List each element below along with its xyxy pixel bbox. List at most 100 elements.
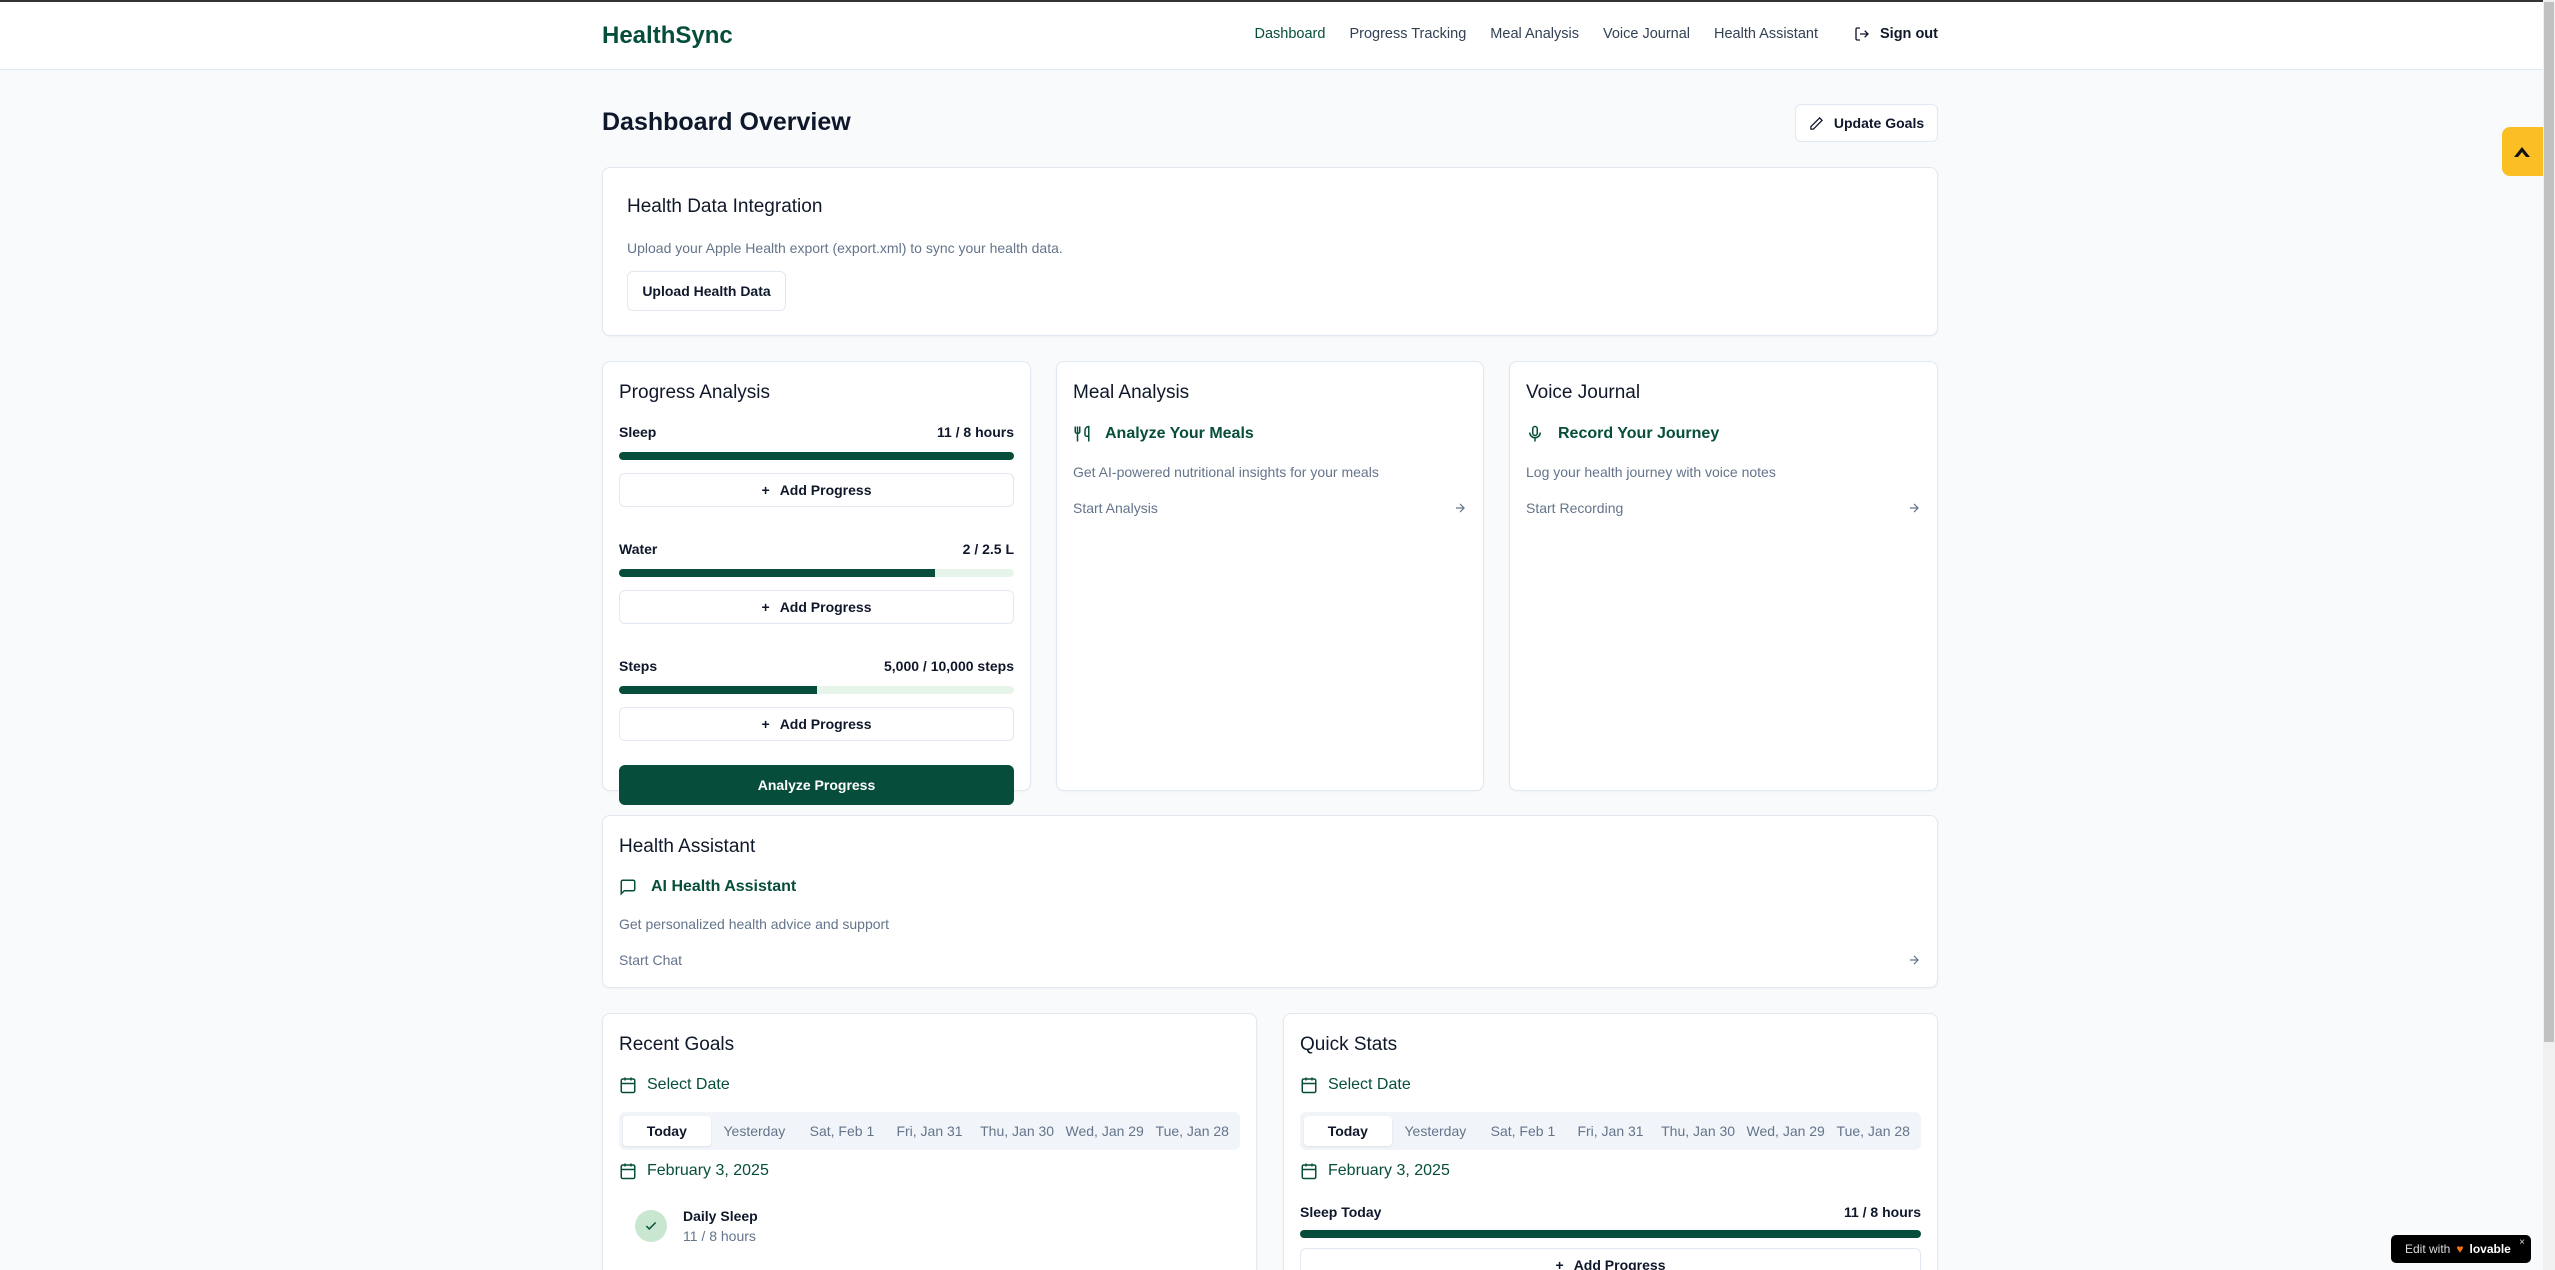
- main-nav: Dashboard Progress Tracking Meal Analysi…: [1255, 26, 1939, 42]
- progress-label: Sleep: [619, 424, 657, 440]
- start-recording-link[interactable]: Start Recording: [1526, 500, 1921, 516]
- date-tab[interactable]: Wed, Jan 29: [1746, 1123, 1825, 1139]
- utensils-icon: [1073, 424, 1091, 444]
- voice-journal-card: Voice Journal Record Your Journey Log yo…: [1509, 361, 1938, 791]
- health-data-integration-card: Health Data Integration Upload your Appl…: [602, 167, 1938, 336]
- window-top-border: [0, 0, 2555, 2]
- date-tabs: Today Yesterday Sat, Feb 1 Fri, Jan 31 Thu, …: [619, 1112, 1240, 1150]
- add-progress-button[interactable]: + Add Progress: [619, 707, 1014, 741]
- page-title: Dashboard Overview: [602, 108, 851, 136]
- calendar-icon: [1300, 1162, 1318, 1180]
- calendar-icon: [619, 1076, 637, 1094]
- date-tabs: Today Yesterday Sat, Feb 1 Fri, Jan 31 Thu, …: [1300, 1112, 1921, 1150]
- current-date: February 3, 2025: [1328, 1162, 1450, 1179]
- check-icon: [635, 1210, 667, 1242]
- feature-title: Analyze Your Meals: [1105, 425, 1254, 442]
- start-analysis-link[interactable]: Start Analysis: [1073, 500, 1467, 516]
- date-tab[interactable]: Yesterday: [1404, 1123, 1467, 1139]
- date-tab[interactable]: Tue, Jan 28: [1836, 1123, 1910, 1139]
- arrow-right-icon: [1907, 501, 1921, 515]
- scrollbar[interactable]: [2543, 0, 2555, 1270]
- card-description: Upload your Apple Health export (export.…: [627, 240, 1063, 256]
- progress-value: 5,000 / 10,000 steps: [884, 658, 1014, 674]
- card-title: Health Assistant: [619, 836, 756, 857]
- microphone-icon: [1526, 424, 1544, 444]
- progress-bar: [619, 452, 1014, 460]
- update-goals-button[interactable]: Update Goals: [1795, 104, 1938, 142]
- edit-with-lovable-badge[interactable]: Edit with ♥ lovable ×: [2391, 1235, 2531, 1263]
- progress-label: Water: [619, 541, 658, 557]
- goal-value: 11 / 8 hours: [683, 1228, 756, 1244]
- nav-meal-analysis[interactable]: Meal Analysis: [1490, 26, 1579, 42]
- date-tab[interactable]: Thu, Jan 30: [980, 1123, 1055, 1139]
- nav-progress-tracking[interactable]: Progress Tracking: [1349, 26, 1467, 42]
- add-progress-button[interactable]: + Add Progress: [619, 473, 1014, 507]
- close-icon[interactable]: ×: [2519, 1237, 2525, 1248]
- feature-description: Get personalized health advice and suppo…: [619, 916, 890, 932]
- sleep-progress-bar: [1300, 1230, 1921, 1238]
- nav-dashboard[interactable]: Dashboard: [1254, 26, 1326, 42]
- goal-name: Daily Sleep: [683, 1208, 758, 1224]
- upload-health-data-button[interactable]: Upload Health Data: [627, 271, 786, 311]
- date-tab[interactable]: Wed, Jan 29: [1065, 1123, 1144, 1139]
- analyze-progress-button[interactable]: Analyze Progress: [619, 765, 1014, 805]
- plus-icon: +: [761, 716, 770, 732]
- progress-bar: [619, 686, 1014, 694]
- progress-item-sleep: Sleep 11 / 8 hours + Add Progress: [619, 424, 1014, 507]
- date-tab[interactable]: Today: [1304, 1116, 1392, 1146]
- quick-stats-card: Quick Stats Select Date Today Yesterday Sa…: [1283, 1013, 1938, 1270]
- sign-out-button[interactable]: Sign out: [1854, 26, 1938, 42]
- add-progress-label: Add Progress: [779, 599, 872, 615]
- date-tab[interactable]: Thu, Jan 30: [1661, 1123, 1736, 1139]
- progress-label: Steps: [619, 658, 658, 674]
- plus-icon: +: [761, 482, 770, 498]
- nav-voice-journal[interactable]: Voice Journal: [1602, 26, 1691, 42]
- date-tab[interactable]: Sat, Feb 1: [809, 1123, 875, 1139]
- plus-icon: +: [1555, 1257, 1564, 1270]
- date-tab[interactable]: Fri, Jan 31: [1577, 1123, 1644, 1139]
- feature-title: Record Your Journey: [1558, 425, 1720, 442]
- badge-brand: lovable: [2469, 1242, 2511, 1256]
- progress-bar: [619, 569, 1014, 577]
- arrow-right-icon: [1453, 501, 1467, 515]
- link-label: Start Analysis: [1073, 500, 1158, 516]
- card-title: Health Data Integration: [627, 196, 823, 217]
- date-tab[interactable]: Fri, Jan 31: [896, 1123, 963, 1139]
- select-date-label: Select Date: [1328, 1076, 1411, 1093]
- floating-widget-button[interactable]: [2502, 127, 2543, 176]
- add-progress-button[interactable]: + Add Progress: [619, 590, 1014, 624]
- logout-icon: [1854, 26, 1870, 42]
- progress-item-water: Water 2 / 2.5 L + Add Progress: [619, 541, 1014, 624]
- select-date-label: Select Date: [647, 1076, 730, 1093]
- date-tab[interactable]: Tue, Jan 28: [1155, 1123, 1229, 1139]
- health-assistant-card: Health Assistant AI Health Assistant Get…: [602, 815, 1938, 988]
- calendar-icon: [1300, 1076, 1318, 1094]
- progress-value: 11 / 8 hours: [936, 424, 1014, 440]
- card-title: Meal Analysis: [1073, 382, 1190, 403]
- link-label: Start Chat: [619, 952, 683, 968]
- logo[interactable]: HealthSync: [602, 22, 733, 49]
- add-progress-label: Add Progress: [779, 716, 872, 732]
- meal-analysis-card: Meal Analysis Analyze Your Meals Get AI-…: [1056, 361, 1484, 791]
- feature-description: Get AI-powered nutritional insights for …: [1073, 464, 1379, 480]
- sign-out-label: Sign out: [1880, 26, 1938, 42]
- date-tab[interactable]: Yesterday: [723, 1123, 786, 1139]
- date-tab[interactable]: Today: [623, 1116, 711, 1146]
- card-title: Progress Analysis: [619, 382, 771, 403]
- calendar-icon: [619, 1162, 637, 1180]
- add-progress-button[interactable]: + Add Progress: [1300, 1248, 1921, 1270]
- top-navbar: HealthSync Dashboard Progress Tracking M…: [0, 2, 2543, 70]
- start-chat-link[interactable]: Start Chat: [619, 952, 1921, 968]
- link-label: Start Recording: [1526, 500, 1624, 516]
- card-title: Recent Goals: [619, 1034, 735, 1055]
- badge-text: Edit with: [2405, 1242, 2451, 1256]
- stat-label: Sleep Today: [1300, 1204, 1382, 1220]
- progress-analysis-card: Progress Analysis Sleep 11 / 8 hours + Add…: [602, 361, 1031, 805]
- mountain-icon: [2513, 145, 2533, 159]
- date-tab[interactable]: Sat, Feb 1: [1490, 1123, 1556, 1139]
- recent-goals-card: Recent Goals Select Date Today Yesterday S…: [602, 1013, 1257, 1270]
- update-goals-label: Update Goals: [1833, 115, 1925, 131]
- goal-item: Daily Sleep 11 / 8 hours: [635, 1208, 1240, 1244]
- stat-value: 11 / 8 hours: [1843, 1204, 1921, 1220]
- nav-health-assistant[interactable]: Health Assistant: [1714, 26, 1818, 42]
